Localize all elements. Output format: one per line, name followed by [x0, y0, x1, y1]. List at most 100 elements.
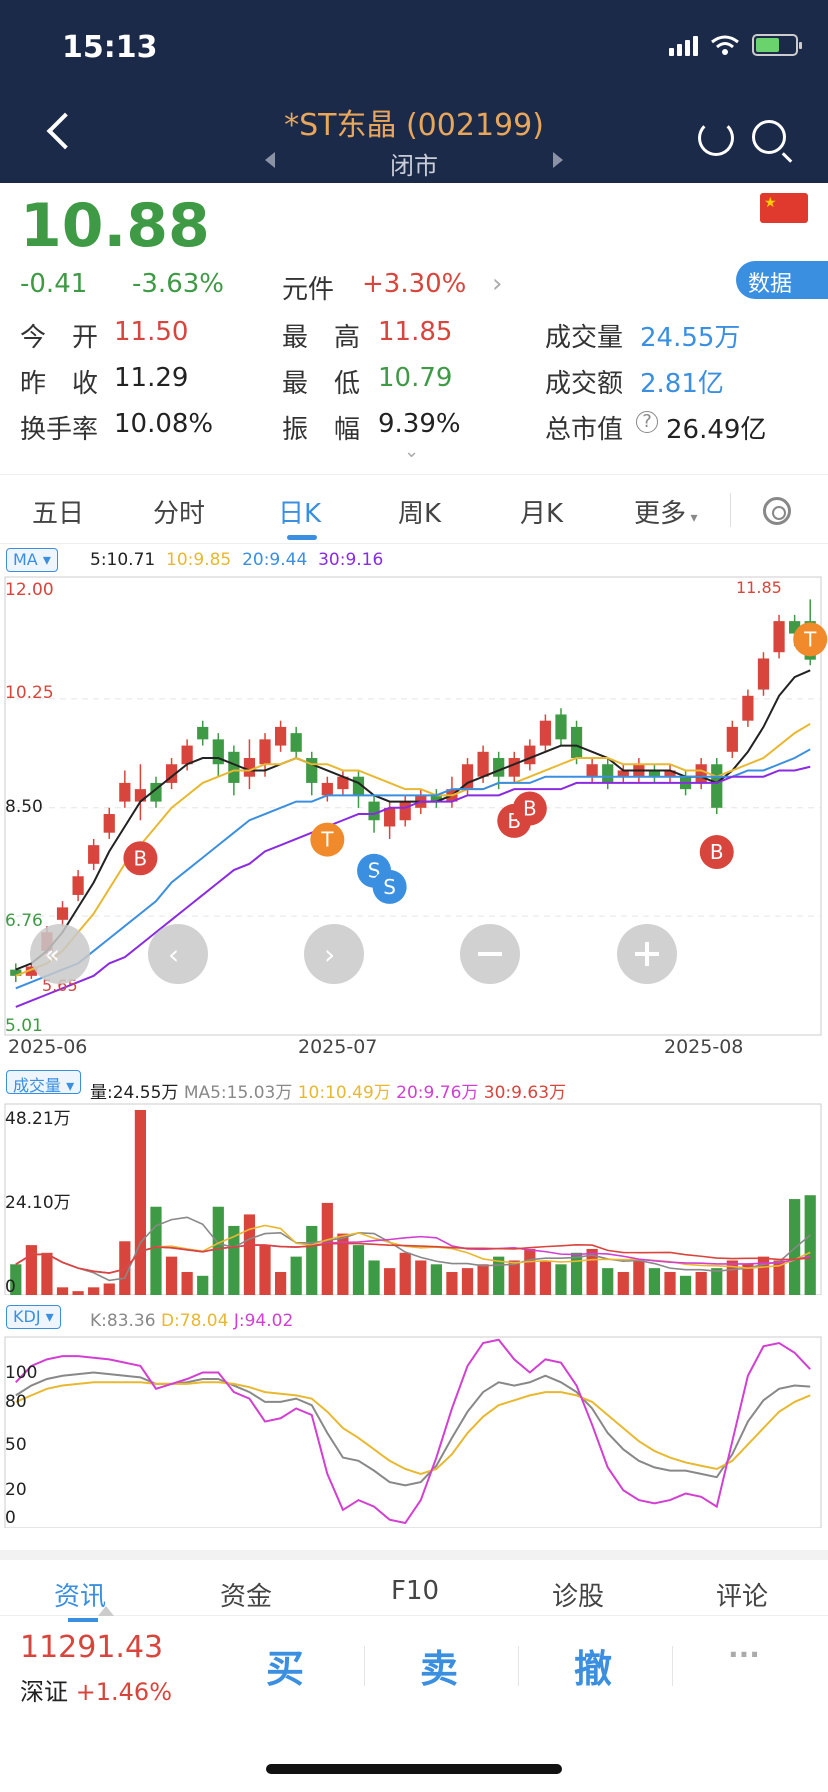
rewind-button[interactable]: «: [30, 924, 90, 984]
vol-chip-label: 成交量: [13, 1076, 62, 1095]
prev-stock-icon[interactable]: [265, 152, 275, 168]
volume-bar: [493, 1256, 505, 1295]
expand-chevron-icon[interactable]: ⌄: [404, 441, 420, 462]
vol-ma5: MA5:15.03万: [183, 1083, 293, 1103]
active-info-tab-indicator: [68, 1618, 98, 1622]
current-price: 10.88: [20, 191, 210, 261]
volume-label: 成交量: [545, 323, 624, 353]
kdj-k-line: [15, 1371, 811, 1487]
chevron-right-icon[interactable]: ›: [492, 269, 503, 299]
zoom-in-button[interactable]: [617, 924, 677, 984]
tab-comments[interactable]: 评论: [716, 1582, 769, 1612]
kdj-selector[interactable]: KDJ ▾: [6, 1305, 61, 1329]
tab-daily-k[interactable]: 日K: [278, 499, 322, 529]
high-annotation: 11.85: [736, 578, 782, 597]
gear-icon[interactable]: [763, 497, 791, 525]
signal-marker[interactable]: B: [699, 835, 734, 870]
ma30-line: [15, 765, 811, 1008]
tab-news[interactable]: 资讯: [54, 1582, 107, 1612]
ma-selector[interactable]: MA ▾: [6, 548, 58, 572]
kdj-y-80: 80: [5, 1392, 27, 1412]
price-change: -0.41: [20, 269, 88, 299]
volume-bar: [72, 1291, 84, 1295]
volume-bar: [321, 1202, 333, 1295]
tab-more[interactable]: 更多 ▾: [634, 493, 698, 530]
volume-bar: [274, 1271, 287, 1295]
amplitude-label: 振 幅: [282, 415, 361, 445]
battery-charging-icon: [752, 34, 802, 56]
kdj-y-50: 50: [5, 1435, 27, 1455]
tab-capital[interactable]: 资金: [220, 1582, 273, 1612]
volume-bar: [165, 1256, 178, 1295]
next-stock-icon[interactable]: [553, 152, 563, 168]
active-tab-indicator: [287, 535, 317, 540]
volume-bar: [25, 1245, 37, 1295]
ma20-value: 20:9.44: [242, 550, 308, 570]
volume-selector[interactable]: 成交量 ▾: [6, 1070, 82, 1095]
ma30-value: 30:9.16: [318, 550, 384, 570]
kdj-d-line: [15, 1381, 811, 1475]
sector-change[interactable]: +3.30%: [362, 269, 467, 299]
scroll-left-button[interactable]: ‹: [148, 924, 208, 984]
tab-weekly-k[interactable]: 周K: [398, 499, 442, 529]
signal-marker[interactable]: S: [372, 869, 407, 904]
data-button[interactable]: 数据: [736, 261, 828, 299]
candle: [555, 708, 567, 746]
volume-bar: [368, 1260, 380, 1295]
search-icon[interactable]: [752, 120, 786, 154]
volume-bar: [586, 1248, 598, 1295]
status-icons: [669, 34, 802, 56]
y-label-max: 12.00: [5, 580, 54, 600]
tab-f10[interactable]: F10: [391, 1576, 440, 1606]
svg-text:‹: ‹: [168, 938, 179, 971]
zoom-out-button[interactable]: [460, 924, 520, 984]
price-change-pct: -3.63%: [132, 269, 224, 299]
sector-label[interactable]: 元件: [282, 275, 335, 305]
vol-ma20: 20:9.76万: [396, 1083, 479, 1103]
help-icon[interactable]: ?: [636, 411, 658, 433]
kdj-y-20: 20: [5, 1480, 27, 1500]
candle: [25, 963, 37, 979]
sell-button[interactable]: 卖: [420, 1647, 459, 1691]
volume-bar: [804, 1195, 816, 1295]
refresh-icon[interactable]: [698, 120, 734, 156]
volume-bar: [726, 1260, 738, 1295]
buy-button[interactable]: 买: [266, 1647, 305, 1691]
volume-bar: [555, 1264, 567, 1295]
signal-marker[interactable]: T: [310, 822, 345, 857]
low-value: 10.79: [378, 363, 453, 393]
kdj-d: D:78.04: [160, 1311, 229, 1331]
scroll-right-button[interactable]: ›: [304, 924, 364, 984]
candle: [570, 720, 583, 765]
tab-monthly-k[interactable]: 月K: [520, 499, 564, 529]
x-label-jun: 2025-06: [8, 1036, 87, 1058]
tab-five-day[interactable]: 五日: [32, 499, 85, 529]
volume-chart[interactable]: 48.21万 24.10万 0: [0, 1100, 828, 1295]
volume-bar: [477, 1264, 489, 1295]
index-change: +1.46%: [75, 1678, 172, 1706]
signal-marker[interactable]: B: [123, 841, 158, 876]
ma5-value: 5:10.71: [90, 550, 156, 570]
more-button[interactable]: ···: [728, 1638, 760, 1671]
candle: [337, 770, 349, 796]
china-flag-icon[interactable]: ★: [760, 193, 808, 223]
turnover-value: 2.81亿: [640, 369, 724, 399]
tab-diagnosis[interactable]: 诊股: [552, 1582, 605, 1612]
vol-value: 量:24.55万: [90, 1083, 179, 1103]
period-tabs: 五日 分时 日K 周K 月K 更多 ▾: [0, 474, 828, 544]
high-label: 最 高: [282, 323, 361, 353]
index-value[interactable]: 11291.43: [20, 1630, 164, 1665]
candle: [119, 770, 131, 808]
signal-marker[interactable]: B: [512, 791, 547, 826]
kdj-chart[interactable]: 100 80 50 20 0: [0, 1333, 828, 1528]
volume-bar: [679, 1275, 692, 1295]
candle: [524, 739, 536, 771]
tab-intraday[interactable]: 分时: [153, 499, 206, 529]
index-line[interactable]: 深证 +1.46%: [20, 1672, 172, 1707]
volume-bar: [306, 1225, 318, 1295]
cancel-order-button[interactable]: 撤: [574, 1647, 613, 1691]
signal-marker[interactable]: T: [793, 622, 828, 657]
candle: [274, 720, 287, 752]
kdj-y-0: 0: [5, 1508, 16, 1528]
